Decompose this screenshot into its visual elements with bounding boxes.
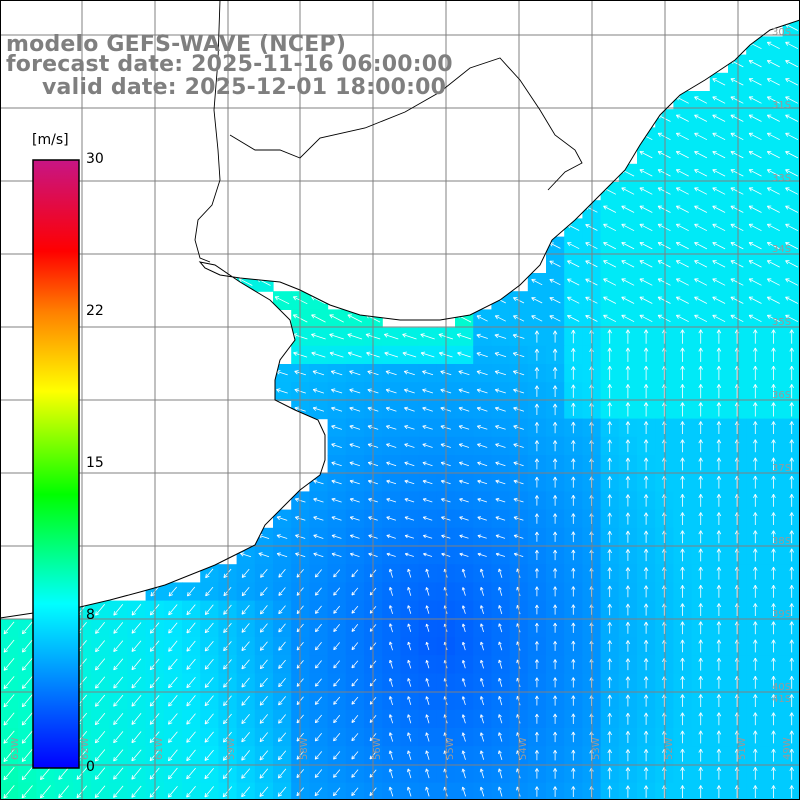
colorbar-tick-22: 22 <box>86 303 104 319</box>
lon-label: 58W <box>299 737 310 760</box>
lat-label: 33S <box>772 173 791 184</box>
coastline <box>0 0 800 619</box>
lat-label: 38S <box>772 536 791 547</box>
lon-label: 63W <box>10 737 21 760</box>
colorbar-tick-8: 8 <box>86 607 95 623</box>
lon-label: 62W <box>80 737 91 760</box>
forecast-date: forecast date: 2025-11-16 06:00:00 <box>6 52 453 77</box>
lat-label: 39S <box>772 609 791 620</box>
lon-label: 52W <box>664 737 675 760</box>
lat-label: 41S <box>772 694 791 705</box>
lat-label: 36S <box>772 390 791 401</box>
lon-label: 54W <box>518 737 529 760</box>
lat-label: 37S <box>772 463 791 474</box>
valid-date: valid date: 2025-12-01 18:00:00 <box>42 75 447 100</box>
lon-label: 53W <box>591 737 602 760</box>
lon-label: 55W <box>445 737 456 760</box>
lat-label: 34S <box>772 244 791 255</box>
lon-label: 49W <box>782 737 793 760</box>
colorbar-tick-0: 0 <box>86 759 95 775</box>
lon-label: 56W <box>372 737 383 760</box>
lon-label: 51W <box>737 737 748 760</box>
wind-vector-arrows <box>3 23 799 799</box>
lat-label: 30S <box>772 27 791 38</box>
model-title: modelo GEFS-WAVE (NCEP) <box>6 32 347 57</box>
lat-label: 40S <box>772 682 791 693</box>
lat-label: 31S <box>772 100 791 111</box>
lat-label: 35S <box>772 317 791 328</box>
lon-label: 59W <box>226 737 237 760</box>
colorbar <box>32 159 80 769</box>
land-mask <box>0 0 800 618</box>
colorbar-tick-15: 15 <box>86 455 104 471</box>
longitude-labels: 63W 62W 61W 59W 58W 56W 55W 54W 53W 52W 51W 49W <box>10 737 793 760</box>
lon-label: 61W <box>154 737 165 760</box>
colorbar-unit-label: [m/s] <box>32 132 69 148</box>
colorbar-tick-30: 30 <box>86 151 104 167</box>
